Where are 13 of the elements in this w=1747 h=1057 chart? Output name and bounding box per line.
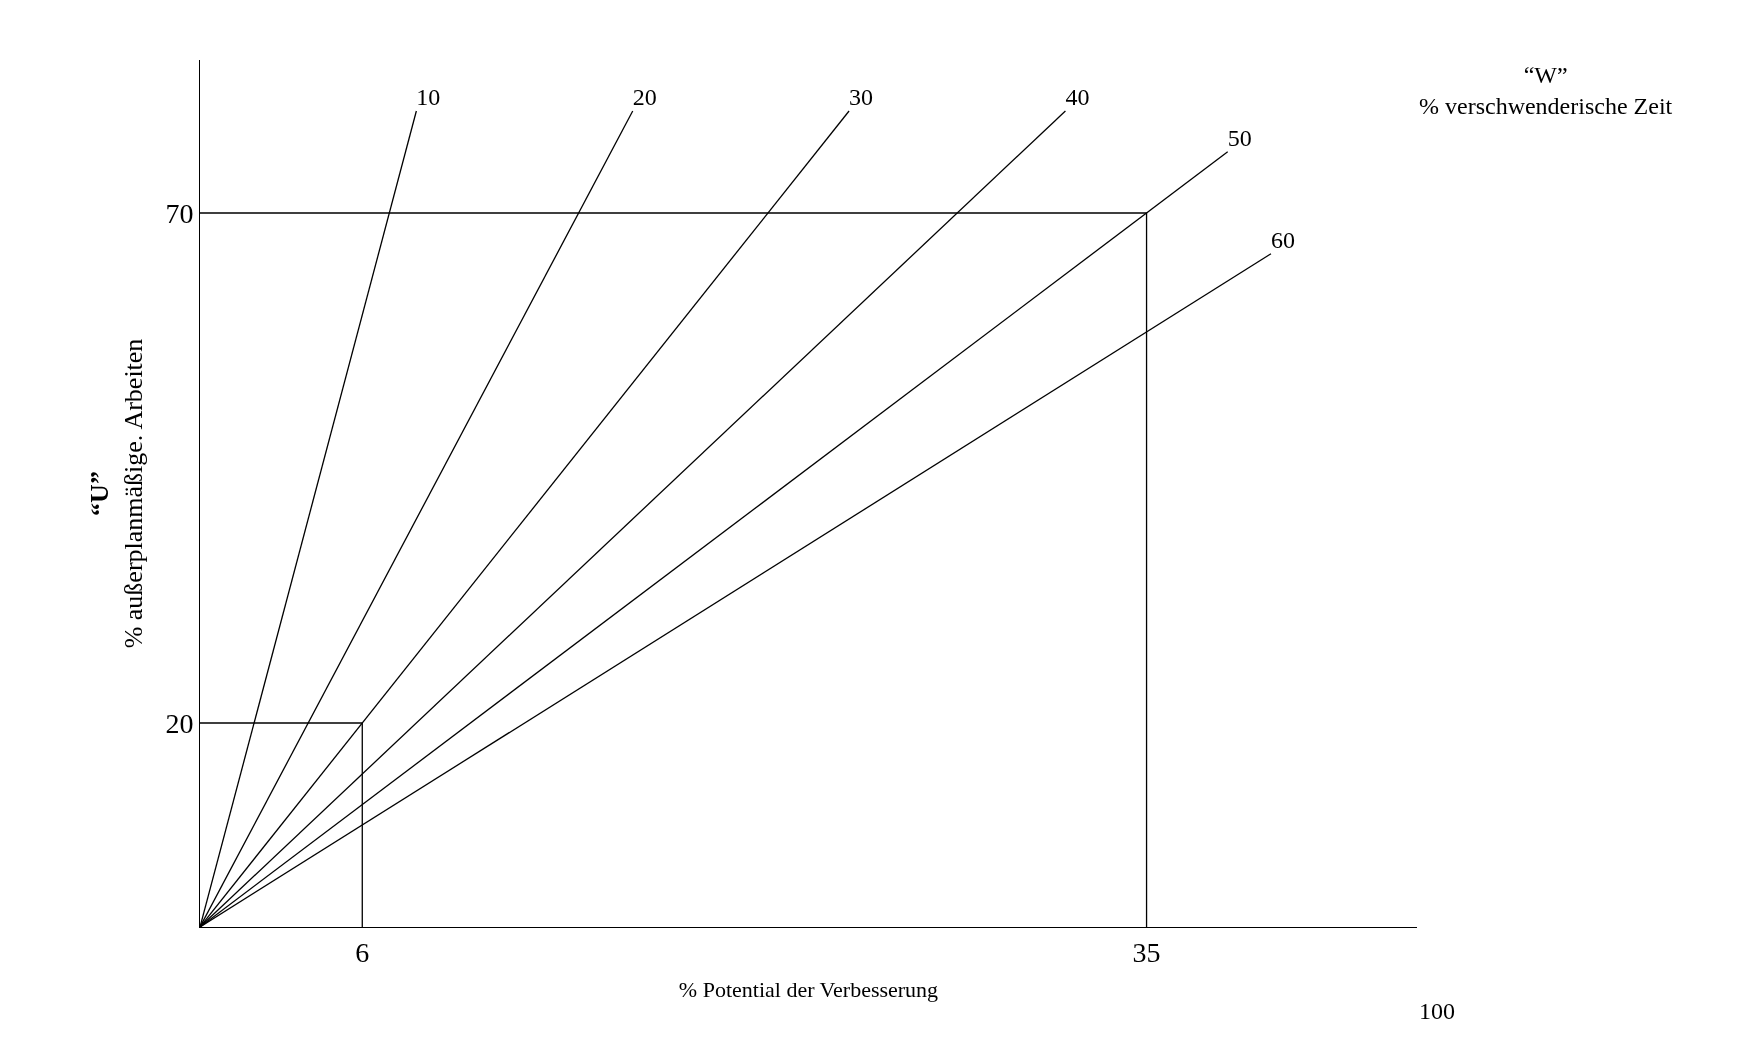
y-axis-title: “U” % außerplanmäßige. Arbeiten (85, 338, 148, 649)
series-label: 40 (1065, 84, 1090, 110)
x-axis-title: % Potential der Verbesserung (678, 977, 939, 1003)
text: 100 (1419, 998, 1455, 1024)
series-label: 50 (1227, 124, 1252, 151)
x-tick-label: 35 (1132, 936, 1161, 968)
text: “W” % verschwenderische Zeit (1419, 62, 1673, 120)
x-tick-label: 6 (355, 936, 370, 968)
series-label: 30 (849, 84, 874, 110)
y-tick-label: 70 (165, 197, 194, 229)
series-label: 10 (416, 84, 441, 110)
series-label: 60 (1270, 226, 1295, 253)
series-label: 20 (632, 84, 657, 110)
